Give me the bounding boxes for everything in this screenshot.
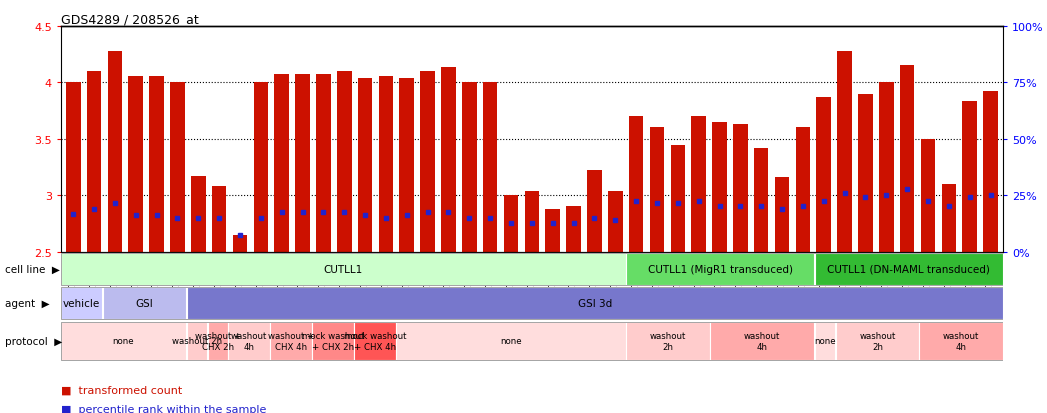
- Bar: [462, 83, 476, 252]
- Text: mock washout
+ CHX 2h: mock washout + CHX 2h: [302, 332, 364, 351]
- Text: GSI 3d: GSI 3d: [578, 298, 611, 309]
- Text: washout
2h: washout 2h: [650, 332, 686, 351]
- Bar: [103, 287, 186, 319]
- Bar: [295, 75, 310, 252]
- Text: protocol  ▶: protocol ▶: [5, 336, 63, 346]
- Text: CUTLL1 (MigR1 transduced): CUTLL1 (MigR1 transduced): [648, 264, 793, 274]
- Bar: [61, 287, 103, 319]
- Bar: [441, 67, 455, 252]
- Text: mock washout
+ CHX 4h: mock washout + CHX 4h: [343, 332, 406, 351]
- Bar: [274, 75, 289, 252]
- Bar: [920, 140, 935, 252]
- Text: none: none: [815, 337, 836, 346]
- Bar: [879, 83, 893, 252]
- Bar: [61, 322, 186, 360]
- Bar: [670, 146, 685, 252]
- Text: washout +
CHX 4h: washout + CHX 4h: [268, 332, 314, 351]
- Text: washout
2h: washout 2h: [860, 332, 895, 351]
- Bar: [919, 322, 1003, 360]
- Bar: [420, 72, 435, 252]
- Bar: [400, 78, 414, 252]
- Bar: [191, 176, 205, 252]
- Text: GSI: GSI: [136, 298, 153, 309]
- Bar: [207, 322, 228, 360]
- Bar: [626, 253, 815, 285]
- Bar: [815, 322, 836, 360]
- Bar: [228, 322, 270, 360]
- Bar: [962, 102, 977, 252]
- Bar: [815, 253, 1003, 285]
- Bar: [649, 128, 664, 252]
- Bar: [232, 235, 247, 252]
- Text: washout
4h: washout 4h: [744, 332, 780, 351]
- Bar: [150, 76, 164, 252]
- Bar: [775, 178, 789, 252]
- Bar: [983, 92, 998, 252]
- Bar: [796, 128, 810, 252]
- Bar: [129, 76, 143, 252]
- Bar: [836, 322, 919, 360]
- Bar: [358, 78, 373, 252]
- Bar: [626, 322, 710, 360]
- Bar: [545, 209, 560, 252]
- Bar: [733, 125, 748, 252]
- Text: ■  percentile rank within the sample: ■ percentile rank within the sample: [61, 404, 266, 413]
- Text: CUTLL1: CUTLL1: [324, 264, 363, 274]
- Bar: [396, 322, 626, 360]
- Bar: [525, 191, 539, 252]
- Text: washout 2h: washout 2h: [172, 337, 222, 346]
- Text: agent  ▶: agent ▶: [5, 298, 50, 309]
- Bar: [817, 98, 831, 252]
- Bar: [629, 117, 644, 252]
- Text: none: none: [113, 337, 134, 346]
- Bar: [691, 117, 706, 252]
- Bar: [186, 287, 1003, 319]
- Text: cell line  ▶: cell line ▶: [5, 264, 60, 274]
- Bar: [312, 322, 354, 360]
- Bar: [108, 52, 122, 252]
- Bar: [253, 83, 268, 252]
- Bar: [566, 207, 581, 252]
- Bar: [587, 171, 602, 252]
- Text: washout +
CHX 2h: washout + CHX 2h: [195, 332, 241, 351]
- Text: washout
4h: washout 4h: [943, 332, 979, 351]
- Bar: [171, 83, 184, 252]
- Bar: [754, 148, 768, 252]
- Text: none: none: [500, 337, 521, 346]
- Bar: [316, 75, 331, 252]
- Bar: [608, 191, 623, 252]
- Text: vehicle: vehicle: [63, 298, 101, 309]
- Bar: [379, 76, 394, 252]
- Bar: [838, 52, 852, 252]
- Bar: [186, 322, 207, 360]
- Bar: [354, 322, 396, 360]
- Bar: [859, 95, 873, 252]
- Bar: [712, 123, 727, 252]
- Text: ■  transformed count: ■ transformed count: [61, 385, 182, 394]
- Bar: [710, 322, 815, 360]
- Bar: [66, 83, 81, 252]
- Bar: [483, 83, 497, 252]
- Bar: [899, 66, 914, 252]
- Text: GDS4289 / 208526_at: GDS4289 / 208526_at: [61, 13, 199, 26]
- Bar: [337, 72, 352, 252]
- Bar: [270, 322, 312, 360]
- Bar: [211, 187, 226, 252]
- Text: CUTLL1 (DN-MAML transduced): CUTLL1 (DN-MAML transduced): [827, 264, 990, 274]
- Bar: [504, 196, 518, 252]
- Bar: [941, 184, 956, 252]
- Text: washout
4h: washout 4h: [231, 332, 267, 351]
- Bar: [61, 253, 626, 285]
- Bar: [87, 72, 102, 252]
